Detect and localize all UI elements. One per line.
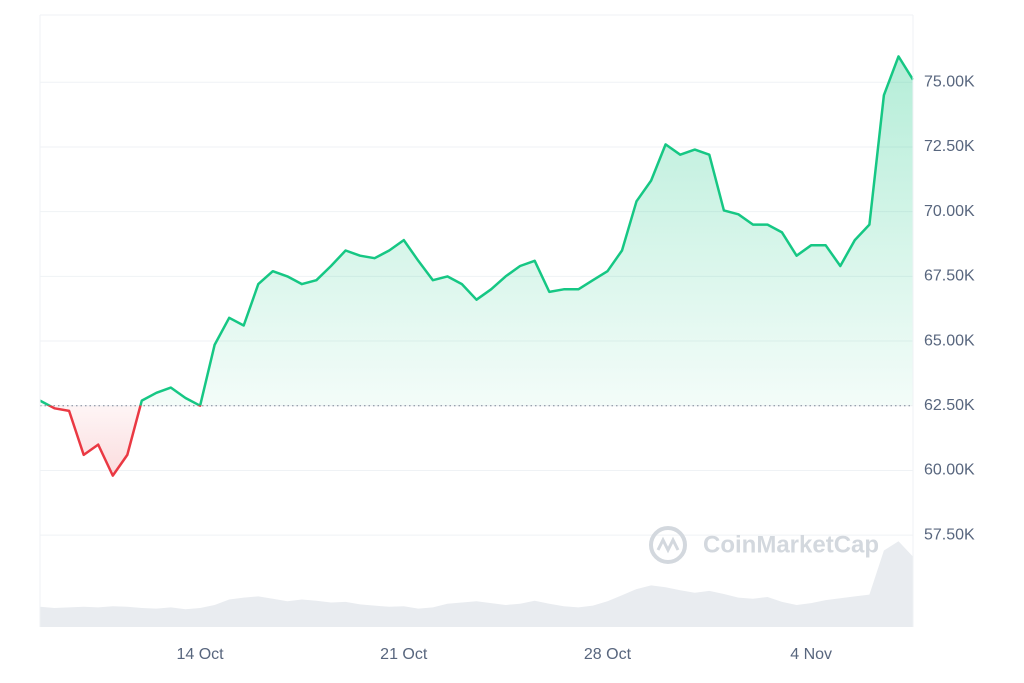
x-tick-label: 28 Oct: [584, 646, 632, 663]
y-tick-label: 65.00K: [924, 332, 975, 349]
price: [39, 55, 915, 477]
volume: [40, 541, 913, 627]
watermark-text: CoinMarketCap: [703, 531, 879, 558]
axis-labels: 57.50K 60.00K 62.50K 65.00K 67.50K 70.00K 72.5…: [176, 73, 975, 663]
watermark: CoinMarketCap: [649, 526, 879, 564]
y-tick-label: 72.50K: [924, 138, 975, 155]
y-tick-label: 60.00K: [924, 462, 975, 479]
x-tick-label: 14 Oct: [176, 646, 224, 663]
x-tick-label: 4 Nov: [790, 646, 832, 663]
watermark-logo: [649, 526, 687, 564]
watermark-logo-mark: [656, 536, 680, 554]
y-tick-label: 67.50K: [924, 268, 975, 285]
y-tick-label: 75.00K: [924, 73, 975, 90]
x-tick-label: 21 Oct: [380, 646, 428, 663]
y-tick-label: 62.50K: [924, 397, 975, 414]
volume-area: [40, 541, 913, 627]
price-area: [40, 56, 913, 476]
price-line: [39, 55, 915, 477]
y-tick-label: 57.50K: [924, 526, 975, 543]
y-tick-label: 70.00K: [924, 203, 975, 220]
